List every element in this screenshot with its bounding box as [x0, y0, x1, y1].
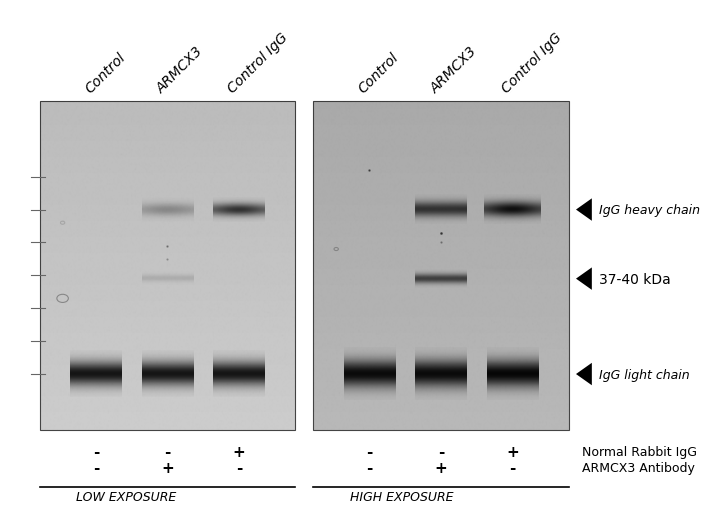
Text: -: - — [164, 444, 171, 460]
Text: IgG heavy chain: IgG heavy chain — [599, 204, 700, 217]
Text: IgG light chain: IgG light chain — [599, 368, 690, 381]
Text: Control: Control — [356, 50, 402, 96]
Text: Control IgG: Control IgG — [225, 31, 291, 96]
Text: -: - — [366, 460, 373, 475]
Text: ARMCX3 Antibody: ARMCX3 Antibody — [582, 461, 695, 474]
Text: -: - — [93, 444, 99, 460]
Text: +: + — [233, 444, 246, 460]
Text: LOW EXPOSURE: LOW EXPOSURE — [76, 490, 176, 503]
Text: Normal Rabbit IgG: Normal Rabbit IgG — [582, 445, 697, 459]
Text: -: - — [438, 444, 444, 460]
Polygon shape — [576, 268, 592, 290]
Text: 37-40 kDa: 37-40 kDa — [599, 272, 671, 286]
Polygon shape — [576, 363, 592, 385]
Text: +: + — [506, 444, 519, 460]
Text: -: - — [93, 460, 99, 475]
Text: ARMCX3: ARMCX3 — [154, 44, 206, 96]
Text: -: - — [366, 444, 373, 460]
Polygon shape — [576, 199, 592, 221]
Text: -: - — [509, 460, 516, 475]
Text: HIGH EXPOSURE: HIGH EXPOSURE — [350, 490, 454, 503]
Text: +: + — [161, 460, 174, 475]
Text: +: + — [435, 460, 447, 475]
Bar — [313, 102, 569, 430]
Text: -: - — [235, 460, 242, 475]
Bar — [40, 102, 295, 430]
Text: Control IgG: Control IgG — [499, 31, 564, 96]
Text: ARMCX3: ARMCX3 — [428, 44, 480, 96]
Text: Control: Control — [82, 50, 128, 96]
